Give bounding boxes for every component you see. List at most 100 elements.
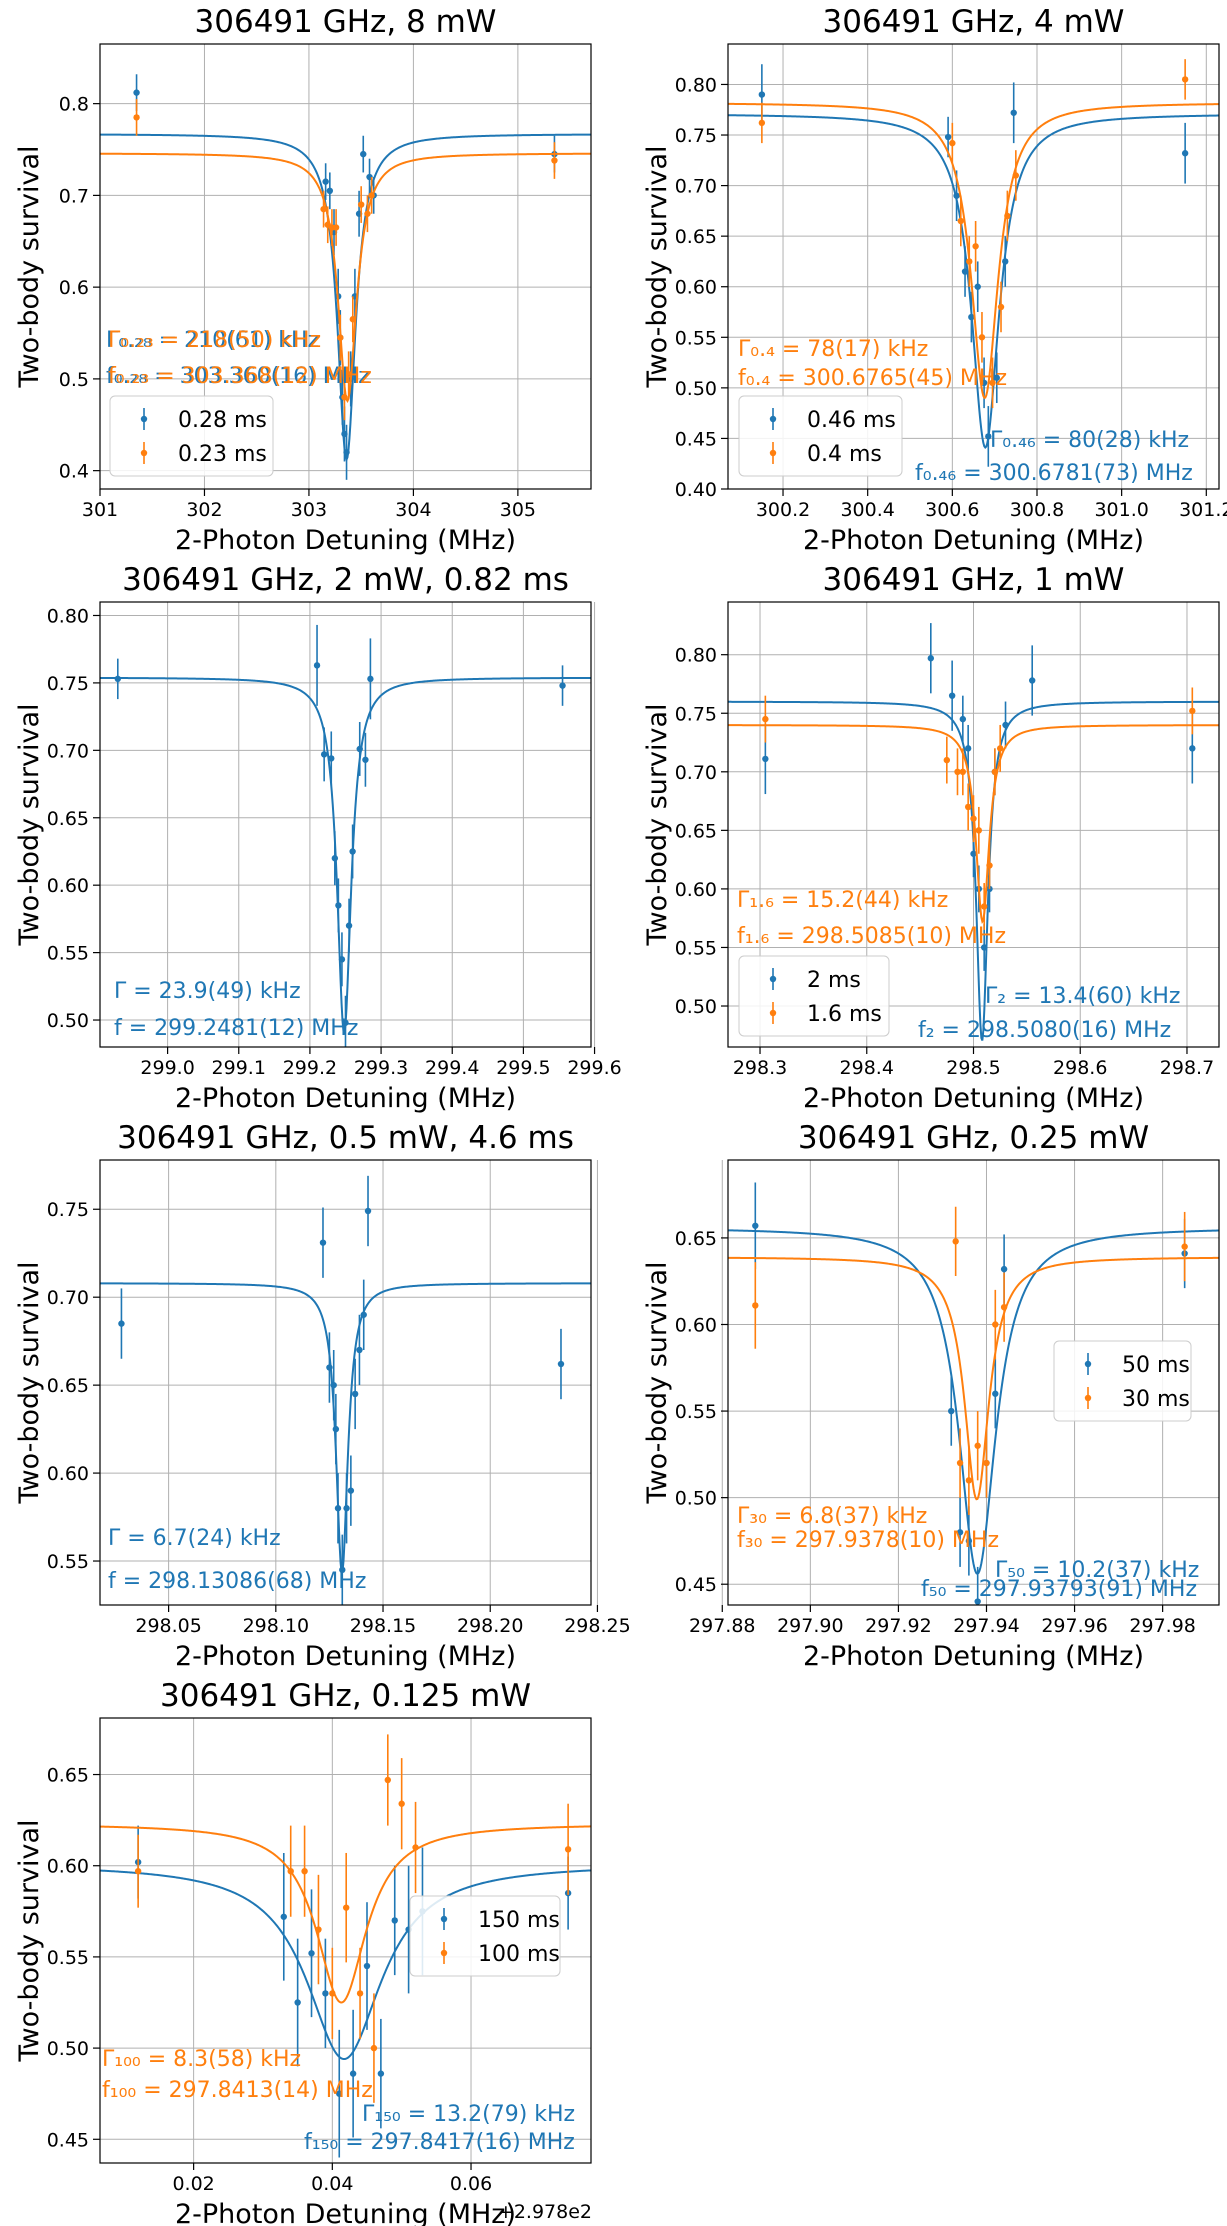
data-point — [1000, 1265, 1008, 1273]
x-axis-label: 2-Photon Detuning (MHz) — [803, 1641, 1144, 1672]
axes-frame — [727, 601, 1220, 1048]
legend-box — [109, 395, 274, 477]
x-tick-label: 301 — [82, 499, 118, 521]
data-point — [301, 1867, 308, 1875]
axes-frame — [99, 1159, 592, 1606]
data-point — [972, 243, 979, 250]
y-tick-label: 0.50 — [47, 1010, 89, 1032]
y-tick-label: 0.65 — [47, 1765, 89, 1787]
data-point — [343, 1505, 350, 1512]
data-point — [557, 1360, 565, 1368]
data-point — [326, 1364, 333, 1371]
data-point — [944, 133, 952, 141]
x-tick-label: 297.98 — [1129, 1615, 1195, 1637]
data-point — [326, 187, 334, 195]
chart-7: 0.02 0.04 0.06 0.45 0.50 0.55 0.60 0.65 306491 G… — [14, 1678, 592, 2226]
axes-frame — [99, 43, 592, 490]
y-axis-label: Two-body survival — [14, 145, 45, 388]
data-point — [133, 89, 140, 96]
data-point — [343, 449, 350, 456]
y-tick-label: 0.60 — [675, 879, 717, 901]
x-tick-label: 298.05 — [135, 1615, 201, 1637]
data-point — [329, 1990, 336, 1997]
legend-label: 0.4 ms — [807, 442, 882, 467]
x-tick-label: 298.4 — [840, 1057, 894, 1079]
x-tick-label: 0.04 — [311, 2173, 353, 2195]
x-tick-label: 300.2 — [756, 499, 810, 521]
legend-marker-dot — [769, 415, 777, 423]
x-tick-label: 300.4 — [840, 499, 894, 521]
legend-marker-dot — [140, 415, 148, 423]
y-tick-label: 0.55 — [47, 1947, 89, 1969]
fit-curve-series — [100, 1282, 591, 1575]
y-tick-label: 0.80 — [47, 605, 89, 627]
axes-frame — [727, 43, 1220, 490]
data-point — [943, 756, 951, 764]
legend-marker-dot — [769, 449, 777, 457]
chart-title: 306491 GHz, 0.25 mW — [798, 1120, 1149, 1156]
chart-5: 298.05 298.10 298.15 298.20 298.25 0.55 0.60 0.… — [14, 1120, 631, 1672]
data-point — [398, 1800, 405, 1807]
data-point — [974, 1442, 981, 1449]
data-point — [133, 114, 140, 121]
legend-label: 2 ms — [807, 968, 861, 993]
legend-marker-dot — [1084, 1360, 1092, 1368]
data-point — [991, 768, 999, 776]
data-point — [118, 1320, 125, 1327]
legend: 2 ms 1.6 ms — [738, 955, 890, 1037]
y-tick-label: 0.55 — [675, 1401, 717, 1423]
legend: 50 ms 30 ms — [1053, 1340, 1192, 1422]
data-point — [949, 139, 956, 147]
data-point — [330, 1381, 337, 1389]
x-tick-label: 303 — [291, 499, 327, 521]
y-axis-label: Two-body survival — [642, 703, 673, 946]
data-point — [974, 1598, 981, 1605]
data-point — [948, 692, 956, 699]
y-tick-label: 0.6 — [59, 277, 89, 299]
data-point — [336, 2090, 343, 2097]
x-tick-label: 299.2 — [283, 1057, 337, 1079]
data-point — [974, 283, 981, 290]
data-point — [1181, 1243, 1188, 1250]
data-point — [551, 157, 558, 164]
y-tick-label: 0.60 — [47, 1856, 89, 1878]
data-point — [356, 1990, 364, 1997]
x-tick-label: 297.96 — [1041, 1615, 1107, 1637]
data-point — [954, 768, 961, 776]
y-axis-label: Two-body survival — [14, 703, 45, 946]
data-point — [964, 745, 972, 752]
data-point — [752, 1222, 759, 1229]
data-point — [1010, 109, 1017, 116]
fit-annotation: Γ = 6.7(24) kHz — [108, 1526, 281, 1551]
fit-curve-50-ms — [728, 1229, 1219, 1576]
chart-1: 301 302 303 304 305 0.4 0.5 0.6 0.7 0.8 306491 GHz… — [14, 4, 592, 556]
data-point — [362, 756, 369, 763]
data-point — [980, 903, 988, 910]
data-point — [356, 1346, 363, 1354]
x-tick-label: 0.02 — [172, 2173, 214, 2195]
data-point — [1004, 212, 1011, 220]
legend-marker-dot — [140, 449, 148, 457]
data-point — [752, 1302, 759, 1309]
data-point — [335, 902, 342, 909]
data-point — [320, 205, 327, 213]
y-tick-label: 0.55 — [47, 1551, 89, 1573]
data-point — [758, 91, 766, 98]
chart-title: 306491 GHz, 0.125 mW — [160, 1678, 531, 1714]
data-point — [377, 2070, 385, 2077]
legend-label: 1.6 ms — [807, 1002, 882, 1027]
y-tick-label: 0.7 — [59, 185, 89, 207]
data-point — [334, 1505, 342, 1512]
data-point — [989, 379, 996, 387]
y-tick-label: 0.75 — [47, 673, 89, 695]
legend-label: 30 ms — [1122, 1387, 1190, 1412]
x-axis-label: 2-Photon Detuning (MHz) — [803, 525, 1144, 556]
fit-curve-100-ms — [100, 1825, 591, 2004]
data-point — [328, 755, 335, 762]
data-point — [315, 1926, 322, 1933]
fit-annotation: Γ₀.₂₈ = 210(61) kHz — [106, 328, 319, 353]
fit-annotation: f₁.₆ = 298.5085(10) MHz — [737, 924, 1006, 949]
data-point — [978, 334, 986, 341]
x-tick-label: 298.3 — [733, 1057, 787, 1079]
legend-box — [409, 1895, 561, 1977]
